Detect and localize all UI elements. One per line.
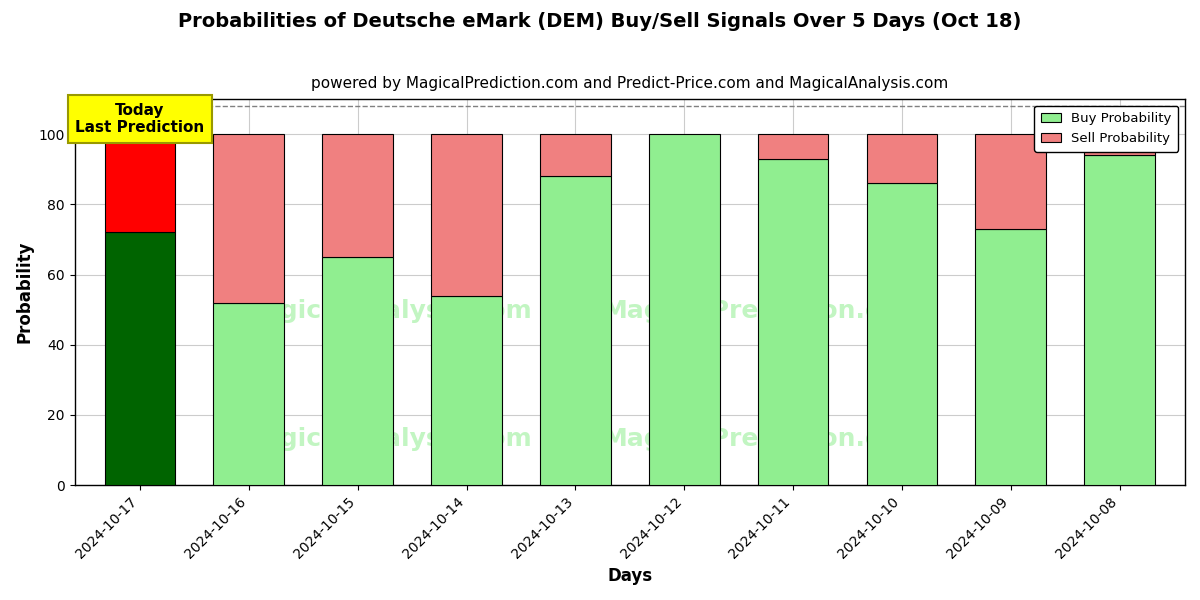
Bar	[431, 134, 502, 296]
Title: powered by MagicalPrediction.com and Predict-Price.com and MagicalAnalysis.com: powered by MagicalPrediction.com and Pre…	[311, 76, 948, 91]
Text: MagicalPrediction.com: MagicalPrediction.com	[602, 299, 924, 323]
Bar	[866, 134, 937, 184]
Text: MagicalPrediction.com: MagicalPrediction.com	[602, 427, 924, 451]
Text: Probabilities of Deutsche eMark (DEM) Buy/Sell Signals Over 5 Days (Oct 18): Probabilities of Deutsche eMark (DEM) Bu…	[179, 12, 1021, 31]
Bar	[323, 257, 394, 485]
Bar	[649, 134, 720, 485]
Y-axis label: Probability: Probability	[16, 241, 34, 343]
Bar	[431, 296, 502, 485]
Bar	[757, 159, 828, 485]
Legend: Buy Probability, Sell Probability: Buy Probability, Sell Probability	[1034, 106, 1178, 152]
Bar	[1085, 155, 1156, 485]
Bar	[323, 134, 394, 257]
Text: MagicalAnalysis.com: MagicalAnalysis.com	[239, 299, 533, 323]
Bar	[976, 229, 1046, 485]
Text: Today
Last Prediction: Today Last Prediction	[76, 103, 204, 135]
Text: MagicalAnalysis.com: MagicalAnalysis.com	[239, 427, 533, 451]
Bar	[976, 134, 1046, 229]
Bar	[540, 134, 611, 176]
X-axis label: Days: Days	[607, 567, 653, 585]
Bar	[757, 134, 828, 159]
Bar	[214, 302, 284, 485]
Bar	[104, 134, 175, 232]
Bar	[214, 134, 284, 302]
Bar	[540, 176, 611, 485]
Bar	[1085, 134, 1156, 155]
Bar	[104, 232, 175, 485]
Bar	[866, 184, 937, 485]
